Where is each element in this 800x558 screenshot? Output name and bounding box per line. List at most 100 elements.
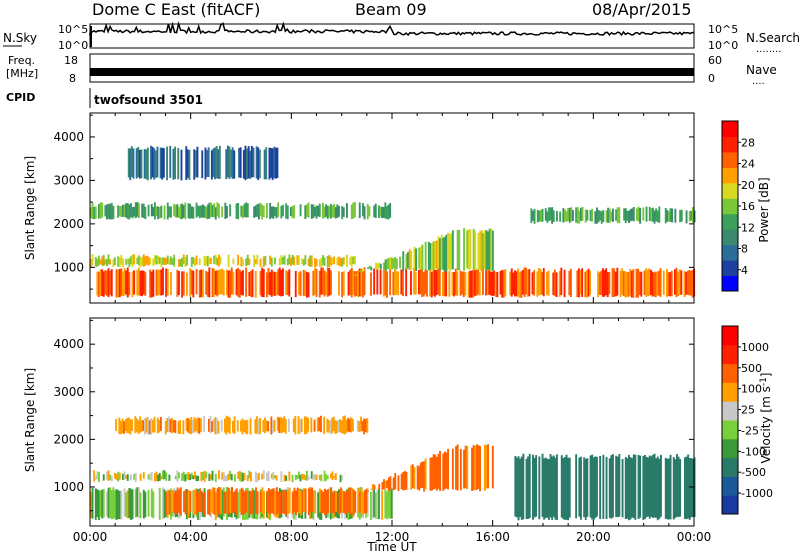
data-cell	[541, 272, 544, 295]
data-cell	[276, 416, 279, 431]
data-cell	[235, 203, 238, 219]
data-cell	[352, 270, 355, 295]
data-cell	[491, 271, 494, 296]
data-cell	[165, 257, 168, 265]
data-cell	[240, 472, 243, 482]
data-cell	[345, 419, 348, 433]
data-cell	[594, 456, 597, 518]
data-cell	[264, 417, 266, 434]
data-cell	[512, 272, 515, 295]
noise-panel: N.Sky 10^5 10^0 10^5 10^0 N.Search .....…	[3, 20, 800, 55]
data-cell	[430, 272, 433, 298]
data-cell	[156, 417, 159, 434]
data-cell	[530, 208, 533, 223]
data-cell	[122, 473, 124, 480]
colorbar-tick-label: 100	[741, 383, 762, 396]
x-tick-label: 12:00	[375, 530, 410, 544]
data-cell	[339, 487, 342, 514]
data-cell	[565, 211, 568, 222]
y-tick-label: 1000	[53, 260, 84, 274]
data-cell	[212, 148, 215, 177]
data-cell	[400, 269, 403, 295]
nsky-label: N.Sky	[3, 31, 37, 45]
data-cell	[552, 455, 555, 517]
data-cell	[296, 255, 299, 265]
data-cell	[346, 254, 348, 268]
data-cell	[564, 209, 566, 222]
data-cell	[341, 475, 344, 480]
data-cell	[478, 272, 481, 296]
data-cell	[405, 267, 408, 297]
data-cell	[629, 209, 632, 222]
data-cell	[120, 268, 123, 296]
data-cell	[206, 150, 208, 177]
data-cell	[383, 479, 385, 490]
data-cell	[219, 269, 222, 295]
data-cell	[170, 272, 172, 296]
data-cell	[120, 420, 122, 435]
data-cell	[337, 419, 340, 433]
noise-trace	[89, 20, 695, 47]
data-cell	[218, 203, 220, 219]
data-cell	[373, 268, 376, 295]
data-cell	[251, 489, 254, 514]
data-cell	[330, 473, 332, 479]
data-cell	[578, 457, 581, 517]
data-cell	[226, 206, 228, 218]
data-cell	[228, 146, 231, 179]
data-cell	[274, 147, 277, 179]
data-cell	[630, 270, 633, 298]
data-cell	[515, 271, 518, 297]
data-cell	[533, 457, 536, 518]
data-cell	[186, 473, 188, 480]
data-cell	[341, 206, 344, 220]
data-cell	[184, 202, 187, 220]
data-cell	[637, 206, 640, 222]
data-cell	[277, 202, 280, 217]
data-cell	[299, 271, 302, 296]
data-cell	[157, 206, 160, 220]
data-cell	[294, 474, 297, 481]
data-cell	[143, 149, 146, 179]
data-cell	[354, 491, 357, 513]
data-cell	[483, 444, 486, 491]
data-cell	[386, 206, 388, 220]
data-cell	[432, 268, 435, 296]
data-cell	[624, 271, 627, 298]
colorbar-tick-label: -500	[741, 466, 766, 479]
y-tick-label: 4000	[53, 130, 84, 144]
data-cell	[315, 259, 318, 267]
data-cell	[190, 269, 193, 295]
data-cell	[238, 269, 241, 298]
data-cell	[686, 270, 689, 295]
data-cell	[603, 270, 606, 297]
x-tick-label: 08:00	[274, 530, 309, 544]
data-cell	[658, 206, 661, 223]
data-cell	[259, 258, 262, 268]
data-cell	[131, 207, 134, 219]
data-cell	[610, 211, 613, 221]
data-cell	[589, 270, 592, 295]
data-cell	[488, 228, 491, 271]
data-cell	[101, 269, 104, 297]
data-cell	[171, 258, 174, 265]
data-cell	[390, 488, 393, 519]
data-cell	[123, 421, 126, 434]
nave-tick-top: 60	[708, 54, 722, 67]
data-cell	[115, 269, 118, 298]
data-cell	[189, 268, 192, 297]
data-cell	[462, 271, 465, 298]
data-cell	[301, 258, 304, 264]
data-cell	[115, 489, 118, 521]
data-cell	[246, 254, 249, 266]
data-cell	[549, 207, 552, 221]
data-cell	[326, 256, 329, 268]
data-cell	[463, 228, 465, 271]
data-cell	[326, 205, 329, 219]
data-cell	[197, 492, 200, 513]
data-cell	[363, 206, 366, 220]
data-cell	[586, 270, 588, 298]
data-cell	[331, 492, 334, 514]
velocity-colorbar-label-close: ]	[759, 372, 773, 377]
